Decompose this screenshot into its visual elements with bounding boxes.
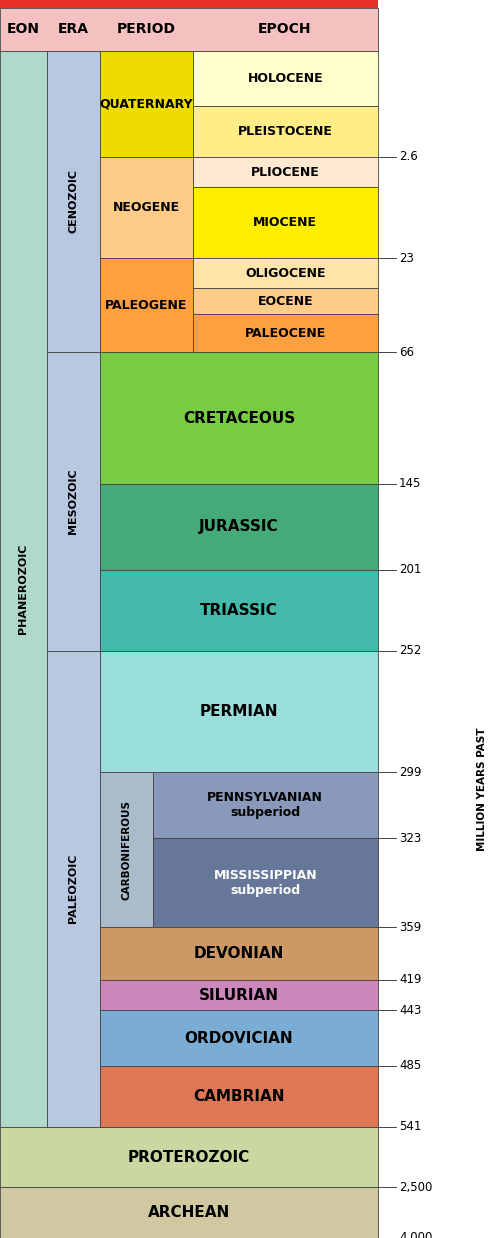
Bar xyxy=(46,353,100,651)
Bar xyxy=(100,1066,378,1127)
Text: 299: 299 xyxy=(399,766,421,779)
Text: CENOZOIC: CENOZOIC xyxy=(68,170,78,234)
Bar xyxy=(192,288,378,313)
Text: SILURIAN: SILURIAN xyxy=(199,988,279,1003)
Text: EOCENE: EOCENE xyxy=(258,295,313,308)
Bar xyxy=(100,773,152,927)
Bar xyxy=(100,51,192,157)
Text: PHANEROZOIC: PHANEROZOIC xyxy=(18,543,28,634)
Bar xyxy=(192,313,378,353)
Text: QUATERNARY: QUATERNARY xyxy=(100,98,193,110)
Bar xyxy=(100,927,378,979)
Text: 23: 23 xyxy=(399,251,414,265)
Bar xyxy=(100,651,378,773)
Bar xyxy=(192,187,378,259)
Text: 485: 485 xyxy=(399,1060,421,1072)
Bar xyxy=(0,0,378,9)
Text: EPOCH: EPOCH xyxy=(258,22,312,36)
Text: PALEOZOIC: PALEOZOIC xyxy=(68,854,78,924)
Text: TRIASSIC: TRIASSIC xyxy=(200,603,278,618)
Text: 2.6: 2.6 xyxy=(399,150,418,163)
Bar xyxy=(0,1187,378,1238)
Bar xyxy=(100,979,378,1010)
Text: MILLION YEARS PAST: MILLION YEARS PAST xyxy=(477,727,487,851)
Text: PERIOD: PERIOD xyxy=(117,22,176,36)
Text: 252: 252 xyxy=(399,645,421,657)
Text: PENNSYLVANIAN
subperiod: PENNSYLVANIAN subperiod xyxy=(208,791,323,820)
Bar xyxy=(192,51,378,106)
Bar xyxy=(192,106,378,157)
Text: NEOGENE: NEOGENE xyxy=(112,201,180,214)
Text: MISSISSIPPIAN
subperiod: MISSISSIPPIAN subperiod xyxy=(214,869,317,896)
Text: DEVONIAN: DEVONIAN xyxy=(194,946,284,961)
Text: 541: 541 xyxy=(399,1120,421,1133)
Bar xyxy=(100,1010,378,1066)
Text: MIOCENE: MIOCENE xyxy=(254,217,318,229)
Bar xyxy=(100,484,378,569)
Bar xyxy=(46,651,100,1127)
Text: 443: 443 xyxy=(399,1004,421,1016)
Text: PROTEROZOIC: PROTEROZOIC xyxy=(128,1150,250,1165)
Text: OLIGOCENE: OLIGOCENE xyxy=(245,267,326,280)
Text: 419: 419 xyxy=(399,973,421,987)
Text: ARCHEAN: ARCHEAN xyxy=(148,1206,230,1221)
Text: PALEOCENE: PALEOCENE xyxy=(244,327,326,339)
Text: EON: EON xyxy=(7,22,40,36)
Text: 201: 201 xyxy=(399,563,421,577)
Text: 323: 323 xyxy=(399,832,421,844)
Text: CAMBRIAN: CAMBRIAN xyxy=(193,1088,285,1104)
Text: PALEOGENE: PALEOGENE xyxy=(105,298,188,312)
Bar xyxy=(46,51,100,353)
Text: CARBONIFEROUS: CARBONIFEROUS xyxy=(121,800,131,900)
Bar xyxy=(192,259,378,288)
Bar xyxy=(152,838,378,927)
Text: PLIOCENE: PLIOCENE xyxy=(251,166,320,178)
Bar xyxy=(100,569,378,651)
Bar xyxy=(0,9,378,51)
Text: PLEISTOCENE: PLEISTOCENE xyxy=(238,125,332,139)
Text: ORDOVICIAN: ORDOVICIAN xyxy=(184,1030,294,1046)
Text: MESOZOIC: MESOZOIC xyxy=(68,469,78,535)
Text: ERA: ERA xyxy=(58,22,89,36)
Text: HOLOCENE: HOLOCENE xyxy=(248,72,323,85)
Text: 4,000: 4,000 xyxy=(399,1232,432,1238)
Text: CRETACEOUS: CRETACEOUS xyxy=(183,411,295,426)
Text: 66: 66 xyxy=(399,345,414,359)
Bar xyxy=(100,353,378,484)
Bar xyxy=(100,157,192,259)
Bar xyxy=(152,773,378,838)
Text: 359: 359 xyxy=(399,921,421,933)
Bar xyxy=(100,259,192,353)
Bar xyxy=(192,157,378,187)
Text: 145: 145 xyxy=(399,478,421,490)
Text: JURASSIC: JURASSIC xyxy=(199,520,279,535)
Text: 2,500: 2,500 xyxy=(399,1181,432,1193)
Text: PERMIAN: PERMIAN xyxy=(200,704,278,719)
Bar xyxy=(0,51,46,1127)
Bar xyxy=(0,1127,378,1187)
